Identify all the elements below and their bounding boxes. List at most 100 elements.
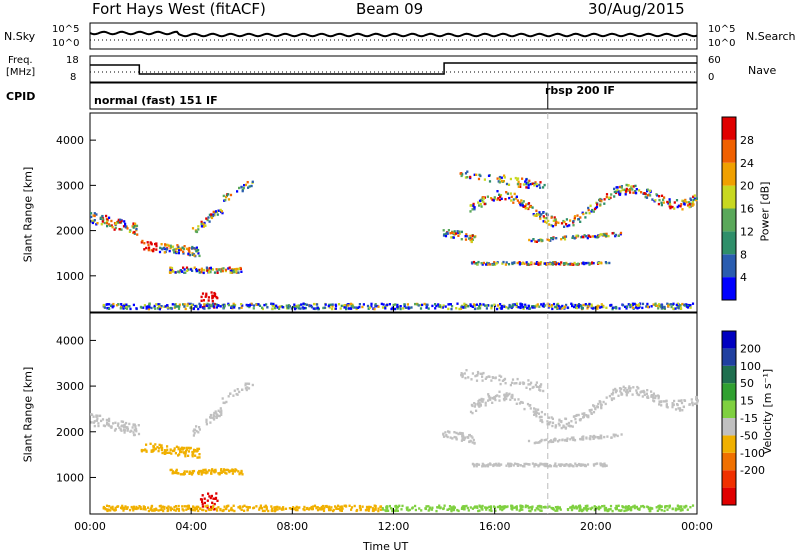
data-cell: [619, 192, 622, 195]
data-cell: [657, 395, 660, 398]
data-cell: [499, 506, 502, 509]
data-cell: [591, 261, 594, 264]
data-cell: [171, 449, 174, 453]
data-cell: [502, 397, 506, 401]
data-cell: [456, 302, 459, 305]
data-cell: [509, 192, 512, 195]
data-cell: [261, 509, 264, 513]
data-cell: [563, 238, 567, 241]
data-cell: [99, 216, 102, 220]
data-cell: [177, 454, 180, 457]
data-cell: [488, 180, 492, 183]
data-cell: [203, 471, 206, 474]
data-cell: [178, 271, 181, 274]
data-cell: [190, 304, 193, 307]
data-cell: [491, 376, 494, 379]
data-cell: [630, 185, 633, 188]
data-cell: [477, 400, 480, 403]
data-cell: [646, 389, 649, 392]
data-cell: [624, 390, 628, 393]
data-cell: [230, 508, 233, 511]
data-cell: [529, 383, 532, 386]
data-cell: [596, 305, 599, 308]
data-cell: [318, 507, 321, 510]
data-cell: [491, 401, 494, 404]
data-cell: [179, 247, 182, 250]
velocity-colorbar-tick: -50: [740, 429, 758, 442]
data-cell: [217, 506, 220, 509]
data-cell: [90, 421, 93, 424]
data-cell: [128, 508, 132, 512]
data-cell: [469, 440, 472, 443]
data-cell: [474, 403, 477, 406]
data-cell: [445, 232, 448, 235]
data-cell: [625, 187, 628, 191]
data-cell: [653, 400, 656, 403]
data-cell: [435, 304, 438, 308]
data-cell: [566, 224, 569, 228]
data-cell: [140, 448, 143, 452]
data-cell: [572, 505, 575, 509]
velocity-colorbar-swatch: [722, 400, 736, 418]
data-cell: [119, 428, 122, 431]
data-cell: [206, 506, 209, 509]
data-cell: [527, 202, 531, 205]
data-cell: [197, 472, 200, 476]
data-cell: [404, 306, 407, 309]
data-cell: [681, 409, 684, 412]
data-cell: [197, 307, 200, 311]
data-cell: [407, 307, 410, 310]
data-cell: [203, 497, 206, 500]
data-cell: [539, 181, 542, 184]
data-cell: [211, 507, 214, 510]
data-cell: [177, 447, 180, 451]
data-cell: [173, 471, 176, 474]
data-cell: [657, 202, 660, 206]
data-cell: [113, 228, 116, 231]
data-cell: [475, 379, 479, 382]
data-cell: [489, 398, 492, 401]
nsearch-label: N.Search: [746, 30, 796, 43]
data-cell: [471, 441, 474, 444]
data-cell: [220, 411, 223, 415]
data-cell: [456, 508, 459, 512]
data-cell: [207, 271, 211, 274]
data-cell: [313, 504, 317, 507]
data-cell: [150, 306, 153, 310]
data-cell: [691, 302, 695, 305]
data-cell: [148, 305, 151, 309]
power-colorbar-swatch: [722, 231, 736, 255]
data-cell: [469, 175, 472, 179]
data-cell: [153, 508, 156, 511]
data-cell: [573, 237, 576, 240]
data-cell: [240, 270, 243, 273]
data-cell: [522, 307, 525, 310]
data-cell: [236, 388, 239, 391]
data-cell: [527, 439, 531, 443]
data-cell: [478, 173, 481, 177]
data-cell: [184, 449, 188, 453]
data-cell: [173, 248, 176, 251]
data-cell: [167, 244, 170, 247]
data-cell: [686, 508, 689, 511]
data-cell: [191, 252, 194, 255]
freq-tick-18: 18: [66, 55, 79, 66]
data-cell: [610, 303, 613, 307]
data-cell: [215, 492, 218, 495]
data-cell: [136, 233, 139, 236]
data-cell: [535, 385, 538, 388]
data-cell: [572, 436, 575, 439]
data-cell: [323, 306, 326, 309]
data-cell: [126, 227, 129, 230]
data-cell: [535, 182, 538, 186]
data-cell: [487, 174, 491, 177]
data-cell: [124, 505, 127, 508]
data-cell: [650, 390, 653, 393]
data-cell: [516, 178, 519, 181]
data-cell: [554, 509, 557, 512]
data-cell: [570, 420, 573, 423]
freq-unit-label: [MHz]: [6, 67, 36, 78]
data-cell: [619, 190, 622, 193]
velocity-colorbar-tick: 200: [740, 342, 761, 355]
data-cell: [191, 470, 194, 473]
